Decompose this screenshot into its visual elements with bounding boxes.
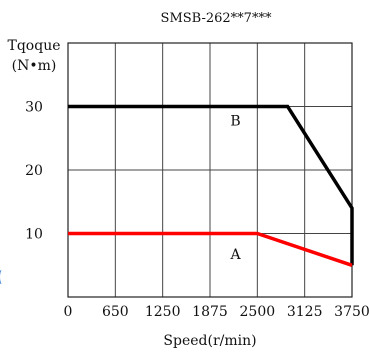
x-tick-label: 1250: [145, 304, 181, 320]
y-tick-label: 20: [25, 163, 43, 179]
y-tick-label: 30: [25, 100, 43, 116]
y-ticks: 10 20 30: [25, 100, 43, 243]
series-line-A: [68, 231, 353, 267]
series-line-B: [68, 104, 354, 266]
x-tick-label: 650: [102, 304, 129, 320]
region-label-B: B: [230, 114, 240, 130]
y-tick-label: 10: [25, 227, 43, 243]
x-tick-label: 3125: [287, 304, 323, 320]
y-axis-label-line1: Tqoque: [8, 38, 61, 54]
x-ticks: 0 650 1250 1875 2500 3125 3750: [64, 304, 369, 320]
x-tick-label: 3750: [334, 304, 369, 320]
plot-frame: [67, 42, 353, 298]
region-labels: BA: [229, 114, 241, 263]
region-label-A: A: [229, 247, 241, 263]
x-tick-label: 0: [64, 304, 73, 320]
grid: [68, 43, 352, 297]
x-axis-label: Speed(r/min): [163, 333, 256, 349]
chart-title: SMSB-262**7***: [161, 11, 272, 26]
series-group: [68, 104, 354, 267]
y-axis-label-line2: (N•m): [12, 58, 57, 74]
x-tick-label: 2500: [240, 304, 276, 320]
x-tick-label: 1875: [192, 304, 228, 320]
